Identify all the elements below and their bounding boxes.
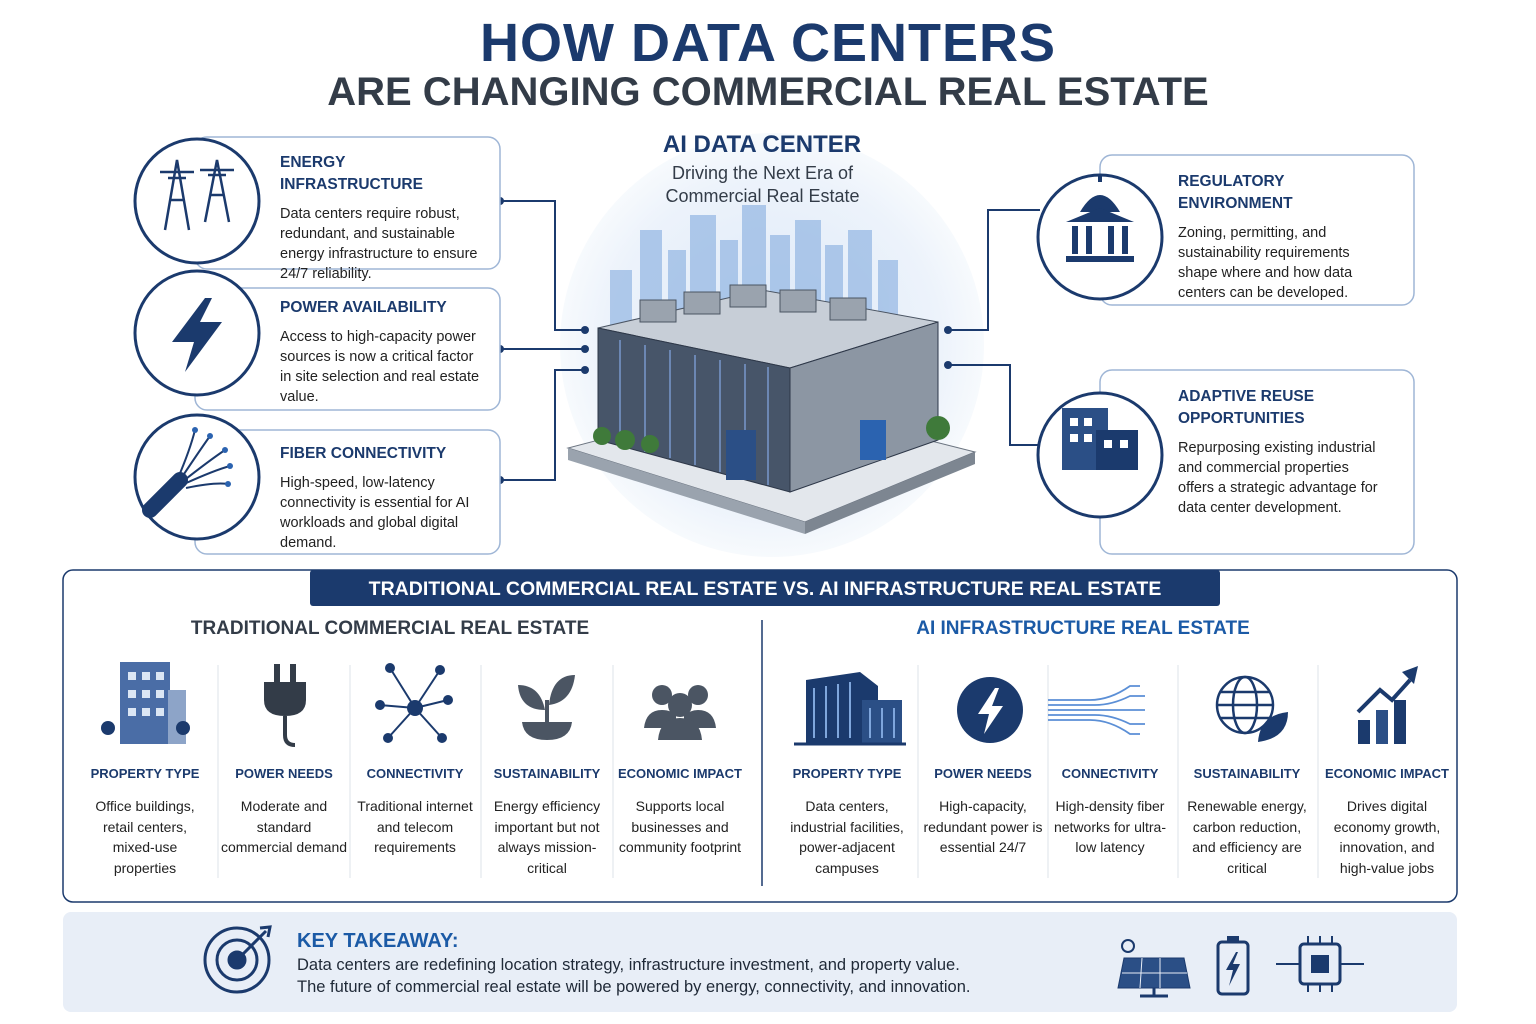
growth-icon bbox=[1356, 666, 1418, 744]
item-text: Moderate and standard commercial demand bbox=[220, 798, 348, 855]
item-text: Office buildings, retail centers, mixed-… bbox=[95, 798, 195, 876]
item-text: Data centers, industrial facilities, pow… bbox=[790, 798, 904, 876]
item-label: ECONOMIC IMPACT bbox=[618, 766, 742, 781]
factor-title: POWER AVAILABILITY bbox=[280, 299, 447, 316]
item-text: High-capacity, redundant power is essent… bbox=[923, 798, 1043, 855]
item-label: ECONOMIC IMPACT bbox=[1325, 766, 1449, 781]
factor-text: Zoning, permitting, and sustainability r… bbox=[1178, 225, 1353, 301]
buildings-icon bbox=[1062, 408, 1138, 470]
factor-title: ENERGY INFRASTRUCTURE bbox=[280, 154, 423, 193]
factor-text: Data centers require robust, redundant, … bbox=[280, 206, 478, 282]
item-text: Drives digital economy growth, innovatio… bbox=[1333, 798, 1441, 876]
factor-card: ADAPTIVE REUSE OPPORTUNITIES Repurposing … bbox=[1178, 386, 1378, 518]
network-icon bbox=[375, 663, 453, 743]
factor-text: Repurposing existing industrial and comm… bbox=[1178, 440, 1378, 516]
item-text: Supports local businesses and community … bbox=[618, 798, 742, 855]
item-label: SUSTAINABILITY bbox=[1193, 766, 1301, 781]
factor-card: FIBER CONNECTIVITY High-speed, low-latenc… bbox=[280, 443, 480, 553]
fiber-icon bbox=[142, 427, 233, 518]
item-label: POWER NEEDS bbox=[934, 766, 1032, 781]
data-center-building bbox=[566, 284, 977, 534]
datacenter-icon bbox=[794, 672, 906, 746]
factor-text: Access to high-capacity power sources is… bbox=[280, 329, 480, 405]
item-label: PROPERTY TYPE bbox=[90, 766, 200, 781]
page-subtitle: ARE CHANGING COMMERCIAL REAL ESTATE bbox=[327, 70, 1209, 114]
item-text: Traditional internet and telecom require… bbox=[357, 798, 473, 855]
pylon-icon bbox=[160, 159, 234, 231]
fiber-lines-icon bbox=[1048, 685, 1145, 735]
plug-icon bbox=[264, 664, 306, 747]
people-icon bbox=[644, 685, 716, 740]
takeaway-title: KEY TAKEAWAY: bbox=[297, 930, 459, 952]
item-text: High-density fiber networks for ultra-lo… bbox=[1053, 798, 1167, 855]
target-icon bbox=[203, 925, 272, 994]
takeaway-line: Data centers are redefining location str… bbox=[297, 956, 960, 974]
center-subtitle: Driving the Next Era of Commercial Real … bbox=[665, 163, 860, 206]
takeaway-line: The future of commercial real estate wil… bbox=[297, 978, 971, 996]
solar-icon bbox=[1117, 939, 1191, 998]
ai-title: AI INFRASTRUCTURE REAL ESTATE bbox=[916, 618, 1250, 639]
factor-title: ADAPTIVE REUSE OPPORTUNITIES bbox=[1178, 388, 1315, 427]
capitol-icon bbox=[1066, 174, 1134, 262]
item-text: Energy efficiency important but not alwa… bbox=[493, 798, 601, 876]
factor-card: POWER AVAILABILITY Access to high-capacit… bbox=[280, 297, 485, 407]
item-label: CONNECTIVITY bbox=[1061, 766, 1159, 781]
factor-card: ENERGY INFRASTRUCTURE Data centers requir… bbox=[280, 152, 485, 284]
takeaway-box bbox=[63, 912, 1457, 1012]
factor-card: REGULATORY ENVIRONMENT Zoning, permitting… bbox=[1178, 171, 1378, 303]
traditional-title: TRADITIONAL COMMERCIAL REAL ESTATE bbox=[190, 618, 590, 639]
office-icon bbox=[101, 662, 190, 744]
factor-text: High-speed, low-latency connectivity is … bbox=[280, 475, 470, 551]
bolt-icon bbox=[172, 298, 222, 372]
plant-icon bbox=[518, 675, 575, 740]
item-label: SUSTAINABILITY bbox=[493, 766, 601, 781]
item-label: PROPERTY TYPE bbox=[792, 766, 902, 781]
globe-leaf-icon bbox=[1215, 675, 1288, 742]
power-circle-icon bbox=[957, 677, 1023, 743]
factor-cards bbox=[194, 136, 1415, 555]
connectors bbox=[500, 200, 1040, 481]
item-label: CONNECTIVITY bbox=[366, 766, 464, 781]
comparison-banner bbox=[310, 570, 1220, 606]
item-text: Renewable energy, carbon reduction, and … bbox=[1187, 798, 1307, 876]
factor-title: FIBER CONNECTIVITY bbox=[280, 445, 447, 462]
center-title: AI DATA CENTER bbox=[662, 131, 862, 158]
page-title: HOW DATA CENTERS bbox=[480, 13, 1056, 73]
factor-title: REGULATORY ENVIRONMENT bbox=[1178, 173, 1293, 212]
item-label: POWER NEEDS bbox=[235, 766, 333, 781]
battery-icon bbox=[1216, 936, 1250, 996]
chip-icon bbox=[1276, 936, 1364, 992]
comparison-title: TRADITIONAL COMMERCIAL REAL ESTATE VS. A… bbox=[368, 578, 1162, 600]
